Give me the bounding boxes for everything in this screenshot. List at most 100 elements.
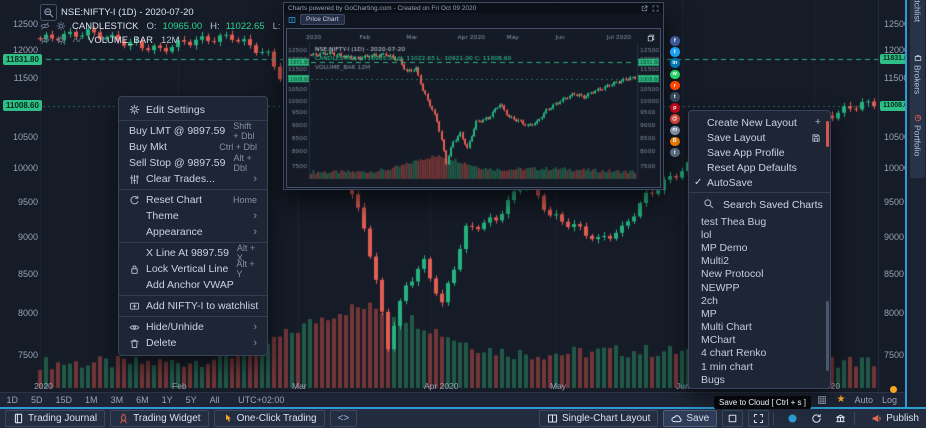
frame-select-button[interactable] xyxy=(722,410,744,427)
one-click-trading-button[interactable]: One-Click Trading xyxy=(213,410,325,427)
chart-preview-canvas xyxy=(287,29,660,187)
auto-scale-toggle[interactable]: Auto xyxy=(854,395,873,405)
gear-icon[interactable] xyxy=(56,35,68,45)
saved-chart-item[interactable]: 1 min chart xyxy=(689,360,830,373)
menu-item-autosave[interactable]: ✓ AutoSave xyxy=(689,175,830,190)
menu-item-reset-chart[interactable]: Reset Chart Home xyxy=(119,192,267,208)
menu-item-sell-stop[interactable]: Sell Stop @ 9897.59 Alt + Dbl xyxy=(119,153,267,173)
log-scale-toggle[interactable]: Log xyxy=(881,395,897,405)
menu-item-appearance[interactable]: Appearance › xyxy=(119,224,267,240)
messenger-share-icon[interactable]: m xyxy=(670,125,680,136)
menu-item-clear-trades[interactable]: Clear Trades... › xyxy=(119,171,267,187)
menu-item-save-app-profile[interactable]: Save App Profile xyxy=(689,145,830,160)
single-chart-layout-button[interactable]: Single-Chart Layout xyxy=(539,410,659,427)
menu-item-hide-unhide[interactable]: Hide/Unhide › xyxy=(119,319,267,335)
saved-chart-label: NEWPP xyxy=(701,281,740,294)
saved-chart-item[interactable]: lol xyxy=(689,228,830,241)
sync-button[interactable] xyxy=(807,411,826,426)
menu-item-edit-settings[interactable]: Edit Settings xyxy=(119,101,267,118)
code-brackets-button[interactable]: <> xyxy=(329,410,358,427)
timeframe-15d[interactable]: 15D xyxy=(55,395,73,405)
search-icon xyxy=(703,198,714,212)
timeframe-5y[interactable]: 5Y xyxy=(185,395,197,405)
trading-widget-button[interactable]: Trading Widget xyxy=(110,410,209,427)
menu-item-lock-vertical-line[interactable]: Lock Vertical Line Alt + Y xyxy=(119,259,267,279)
saved-chart-item[interactable]: MChart xyxy=(689,334,830,347)
exchange-button[interactable] xyxy=(831,411,850,426)
timeframe-6m[interactable]: 6M xyxy=(136,395,149,405)
tab-price-chart[interactable]: Price Chart xyxy=(300,13,345,26)
saved-chart-item[interactable]: MP xyxy=(689,307,830,320)
timeframe-1d[interactable]: 1D xyxy=(6,395,19,405)
reddit-share-icon[interactable]: r xyxy=(670,80,680,91)
favorite-star-icon[interactable]: ★ xyxy=(836,394,846,405)
saved-chart-label: MP xyxy=(701,307,717,320)
menu-item-add-anchor-vwap[interactable]: Add Anchor VWAP xyxy=(119,277,267,293)
search-input[interactable] xyxy=(721,198,825,212)
saved-chart-item[interactable]: 4 chart Renko xyxy=(689,347,830,360)
twitter-share-icon[interactable]: t xyxy=(670,47,680,57)
menu-item-theme[interactable]: Theme › xyxy=(119,208,267,224)
menu-item-buy-lmt[interactable]: Buy LMT @ 9897.59 Shift + Dbl xyxy=(119,121,267,141)
timezone-selector[interactable]: UTC+02:00 xyxy=(238,395,285,405)
save-button[interactable]: Save xyxy=(663,410,718,427)
menu-item-label: X Line At 9897.59 xyxy=(146,247,229,259)
menu-item-save-layout[interactable]: Save Layout xyxy=(689,130,830,145)
expand-icon[interactable] xyxy=(652,5,659,12)
grid-settings-icon[interactable] xyxy=(817,395,827,405)
button-label: Publish xyxy=(886,413,919,424)
saved-chart-item[interactable]: Bugs xyxy=(689,373,830,386)
sidebar-tab-watchlist[interactable]: Watchlist xyxy=(910,0,925,54)
eye-off-icon[interactable] xyxy=(40,21,52,31)
camera-circle-icon xyxy=(787,413,798,424)
saved-chart-item[interactable]: New Protocol xyxy=(689,268,830,281)
menu-item-reset-app-defaults[interactable]: Reset App Defaults xyxy=(689,160,830,175)
saved-charts-search[interactable] xyxy=(689,195,830,215)
email-share-icon[interactable]: @ xyxy=(670,114,680,124)
whatsapp-share-icon[interactable]: w xyxy=(670,69,680,80)
zoom-magnifier-button[interactable] xyxy=(40,3,57,21)
timeframe-1m[interactable]: 1M xyxy=(85,395,98,405)
menu-item-buy-mkt[interactable]: Buy Mkt Ctrl + Dbl xyxy=(119,139,267,155)
bottom-toolbar: Trading Journal Trading Widget One-Click… xyxy=(0,407,926,428)
popout-icon[interactable] xyxy=(641,5,648,12)
sidebar-tab-brokers[interactable]: Brokers xyxy=(910,50,925,114)
saved-chart-item[interactable]: Multi Chart xyxy=(689,321,830,334)
linkedin-share-icon[interactable]: in xyxy=(670,58,680,68)
telegram-share-icon[interactable]: t xyxy=(670,147,680,158)
saved-chart-item[interactable]: test Thea Bug xyxy=(689,215,830,228)
menu-item-create-new-layout[interactable]: Create New Layout + xyxy=(689,115,830,130)
menu-item-add-to-watchlist[interactable]: Add NIFTY-I to watchlist xyxy=(119,298,267,314)
price-badge-prev-close-left: 11831.80 xyxy=(3,53,42,65)
menu-item-x-line[interactable]: X Line At 9897.59 Alt + X xyxy=(119,243,267,263)
saved-chart-item[interactable]: MP Demo xyxy=(689,241,830,254)
eye-off-icon[interactable] xyxy=(40,35,52,45)
gear-icon[interactable] xyxy=(56,21,68,31)
submenu-chevron-icon: › xyxy=(253,210,257,222)
menu-item-label: Add Anchor VWAP xyxy=(146,279,234,291)
sidebar-tab-portfolio[interactable]: Portfolio xyxy=(910,110,925,178)
saved-chart-label: lol xyxy=(701,228,712,241)
menu-item-label: Save Layout xyxy=(707,131,766,144)
publish-button[interactable]: Publish xyxy=(864,411,926,426)
menu-divider xyxy=(119,189,267,190)
pinterest-share-icon[interactable]: p xyxy=(670,103,680,113)
saved-chart-item[interactable]: 2ch xyxy=(689,294,830,307)
blogger-share-icon[interactable]: B xyxy=(670,136,680,147)
timeframe-3m[interactable]: 3M xyxy=(110,395,124,405)
timeframe-1y[interactable]: 1Y xyxy=(161,395,173,405)
copy-icon[interactable] xyxy=(647,34,655,42)
timeframe-all[interactable]: All xyxy=(209,395,220,405)
facebook-share-icon[interactable]: f xyxy=(670,36,680,46)
trading-journal-button[interactable]: Trading Journal xyxy=(5,410,106,427)
snapshot-button[interactable] xyxy=(783,411,802,426)
saved-chart-label: test Thea Bug xyxy=(701,215,767,228)
tumblr-share-icon[interactable]: t xyxy=(670,91,680,102)
saved-chart-item[interactable]: Multi2 xyxy=(689,255,830,268)
saved-chart-item[interactable]: NEWPP xyxy=(689,281,830,294)
scrollbar-thumb[interactable] xyxy=(826,301,829,371)
menu-item-shortcut: Alt + Dbl xyxy=(233,153,252,173)
menu-item-delete[interactable]: Delete › xyxy=(119,335,267,351)
timeframe-5d[interactable]: 5D xyxy=(31,395,43,405)
fullscreen-button[interactable] xyxy=(748,410,770,427)
